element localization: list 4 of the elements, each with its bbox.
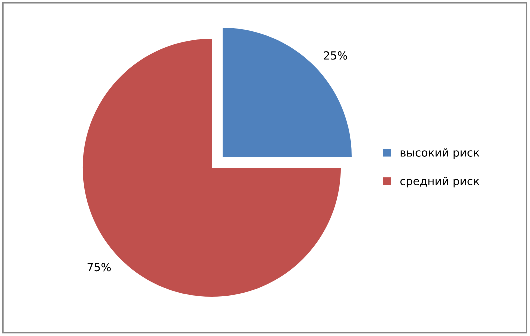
data-label: 75% [88,263,112,272]
legend-label: высокий риск [400,148,480,160]
data-label: 25% [324,52,348,60]
legend-label: средний риск [400,176,480,188]
